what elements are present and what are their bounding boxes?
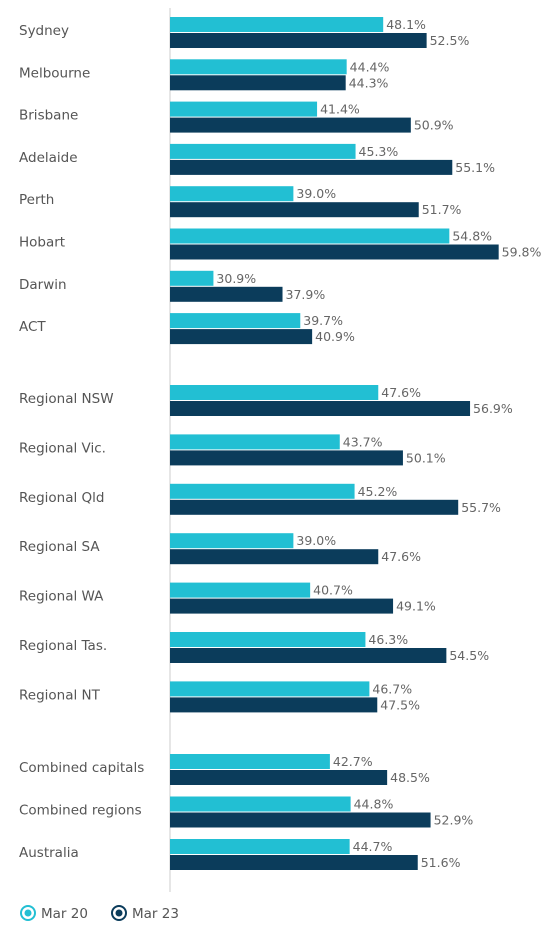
category-label: Hobart (19, 235, 65, 251)
category-label: Regional Qld (19, 490, 104, 506)
bar (170, 286, 283, 302)
value-label: 46.7% (372, 681, 412, 696)
bar (170, 244, 499, 260)
value-label: 44.7% (353, 839, 393, 854)
bar (170, 228, 450, 244)
bar (170, 533, 294, 549)
value-label: 45.3% (359, 144, 399, 159)
value-label: 52.9% (434, 813, 474, 828)
category-label: Australia (19, 845, 79, 861)
value-label: 55.1% (455, 160, 495, 175)
bar (170, 770, 388, 785)
bar (170, 401, 471, 416)
category-label: Sydney (19, 23, 69, 39)
bar (170, 33, 427, 48)
legend-label[interactable]: Mar 23 (132, 906, 179, 922)
value-label: 51.7% (422, 202, 462, 217)
value-label: 52.5% (430, 33, 470, 48)
value-label: 41.4% (320, 102, 360, 117)
value-label: 55.7% (461, 500, 501, 515)
bar (170, 582, 311, 598)
value-label: 54.8% (452, 229, 492, 244)
bar (170, 143, 356, 159)
bar (170, 434, 340, 450)
bar (170, 117, 411, 133)
bar (170, 855, 418, 870)
category-label: Darwin (19, 277, 67, 293)
bar (170, 313, 301, 329)
value-label: 40.9% (315, 329, 355, 344)
value-label: 39.7% (303, 313, 343, 328)
category-label: Combined capitals (19, 760, 144, 776)
value-label: 44.4% (350, 59, 390, 74)
value-label: 49.1% (396, 599, 436, 614)
bar (170, 186, 294, 202)
bar (170, 101, 318, 117)
bar (170, 499, 459, 515)
value-label: 56.9% (473, 401, 513, 416)
legend-icon-dot[interactable] (115, 909, 123, 917)
value-label: 51.6% (421, 855, 461, 870)
value-label: 40.7% (313, 583, 353, 598)
bar (170, 450, 403, 466)
category-label: Regional NSW (19, 391, 114, 407)
category-label: Melbourne (19, 65, 90, 81)
bar (170, 549, 379, 565)
category-label: Regional SA (19, 539, 100, 555)
category-label: Brisbane (19, 108, 78, 124)
value-label: 47.5% (380, 697, 420, 712)
bar (170, 329, 313, 345)
value-label: 47.6% (381, 385, 421, 400)
bar (170, 483, 355, 499)
value-label: 48.5% (390, 770, 430, 785)
bar (170, 159, 453, 175)
bar (170, 812, 431, 828)
value-label: 54.5% (449, 648, 489, 663)
value-label: 43.7% (343, 434, 383, 449)
value-label: 39.0% (296, 186, 336, 201)
legend-icon-dot[interactable] (24, 909, 32, 917)
bar (170, 632, 366, 647)
category-label: Regional WA (19, 589, 104, 605)
value-label: 47.6% (381, 549, 421, 564)
bar (170, 59, 347, 75)
value-label: 44.8% (354, 797, 394, 812)
value-label: 50.9% (414, 118, 454, 133)
category-label: ACT (19, 319, 46, 335)
value-label: 37.9% (286, 287, 326, 302)
category-label: Adelaide (19, 150, 78, 166)
value-label: 46.3% (368, 632, 408, 647)
legend-label[interactable]: Mar 20 (41, 906, 88, 922)
bar (170, 754, 330, 769)
value-label: 42.7% (333, 754, 373, 769)
value-label: 50.1% (406, 450, 446, 465)
bar (170, 598, 394, 614)
bar (170, 839, 350, 854)
bar (170, 648, 447, 663)
bar (170, 796, 351, 812)
value-label: 30.9% (216, 271, 256, 286)
category-label: Regional Vic. (19, 440, 106, 456)
bar (170, 385, 379, 400)
value-label: 45.2% (358, 484, 398, 499)
bar (170, 202, 419, 218)
category-label: Combined regions (19, 803, 142, 819)
category-label: Perth (19, 192, 54, 208)
bar (170, 17, 384, 32)
category-label: Regional Tas. (19, 638, 107, 654)
bar (170, 270, 214, 286)
value-label: 59.8% (502, 245, 542, 260)
value-label: 44.3% (349, 75, 389, 90)
bar (170, 697, 378, 713)
bar (170, 681, 370, 697)
value-label: 39.0% (296, 533, 336, 548)
bar (170, 75, 346, 91)
value-label: 48.1% (386, 17, 426, 32)
category-label: Regional NT (19, 687, 101, 703)
